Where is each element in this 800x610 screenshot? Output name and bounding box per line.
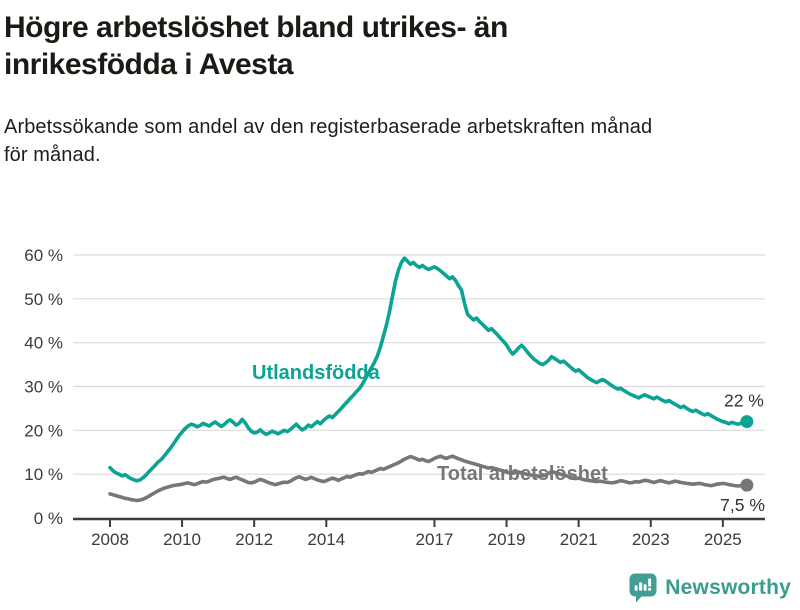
- y-tick-label-60: 60 %: [24, 246, 63, 265]
- x-tick-label-2008: 2008: [91, 530, 129, 549]
- x-tick-label-2014: 2014: [307, 530, 345, 549]
- series-end-dot-total: [740, 478, 754, 492]
- series-line-total: [108, 454, 749, 503]
- x-tick-label-2012: 2012: [235, 530, 273, 549]
- x-tick-label-2021: 2021: [560, 530, 598, 549]
- x-tick-label-2017: 2017: [416, 530, 454, 549]
- y-tick-label-20: 20 %: [24, 421, 63, 440]
- y-tick-label-0: 0 %: [34, 509, 63, 528]
- x-tick-label-2019: 2019: [488, 530, 526, 549]
- series-end-dot-utlandsfodda: [740, 415, 754, 429]
- subtitle-line-1: Arbetssökande som andel av den registerb…: [4, 116, 653, 139]
- series-label-total: Total arbetslöshet: [437, 463, 608, 485]
- page-title: Högre arbetslöshet bland utrikes- än inr…: [4, 10, 770, 83]
- subtitle-line-2: för månad.: [4, 144, 101, 167]
- chart-header: Högre arbetslöshet bland utrikes- än inr…: [0, 10, 800, 169]
- x-tick-label-2025: 2025: [704, 530, 742, 549]
- brand-name: Newsworthy: [665, 575, 791, 599]
- newsworthy-logo-icon: [629, 573, 657, 603]
- series-label-utlandsfodda: Utlandsfödda: [252, 362, 381, 384]
- logo-bars: [634, 578, 652, 591]
- brand-footer: Newsworthy: [628, 572, 791, 603]
- y-tick-label-50: 50 %: [24, 290, 63, 309]
- logo-bubble-shape: [629, 573, 657, 603]
- y-tick-label-30: 30 %: [24, 378, 63, 397]
- series-line-utlandsfodda: [108, 256, 749, 483]
- title-line-2: inrikesfödda i Avesta: [4, 47, 294, 81]
- series-end-value-total: 7,5 %: [720, 495, 765, 515]
- title-line-1: Högre arbetslöshet bland utrikes- än: [4, 11, 508, 44]
- series-end-value-utlandsfodda: 22 %: [724, 391, 764, 411]
- y-tick-label-40: 40 %: [24, 334, 63, 353]
- chart-subtitle: Arbetssökande som andel av den registerb…: [4, 113, 780, 169]
- x-tick-label-2010: 2010: [163, 530, 201, 549]
- y-tick-label-10: 10 %: [24, 465, 63, 484]
- line-chart: 0 % 10 % 20 % 30 % 40 % 50 % 60 % 2008 2010 2012 2…: [24, 246, 765, 549]
- x-tick-label-2023: 2023: [632, 530, 670, 549]
